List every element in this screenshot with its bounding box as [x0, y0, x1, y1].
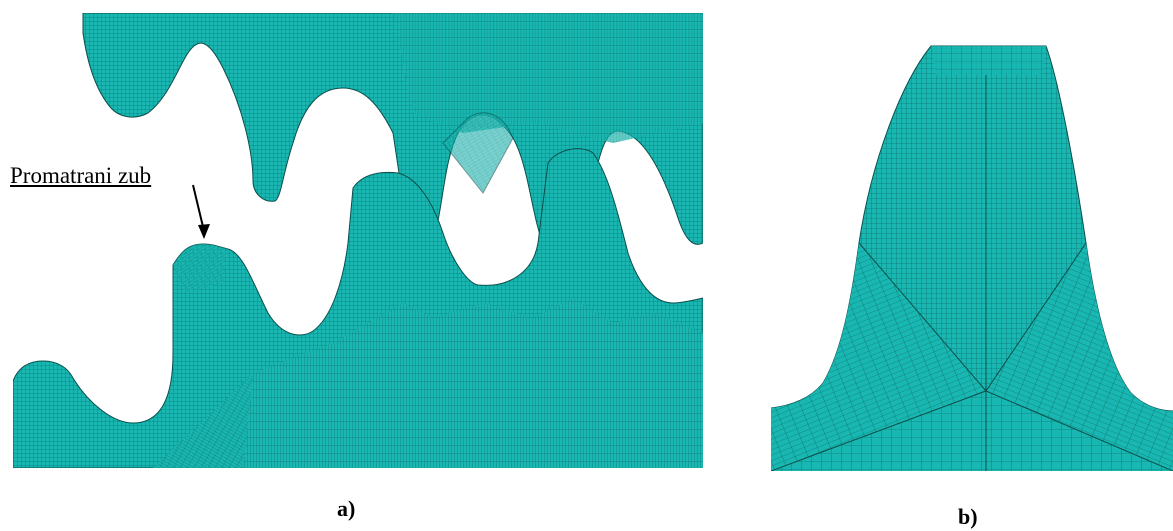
- annotation-arrow: [192, 184, 210, 239]
- gear-mesh-drawing: [13, 13, 703, 468]
- mesh-partition-lines: [771, 75, 1173, 471]
- gear-mesh-panel-a: [13, 13, 703, 468]
- lower-gear-hub-left: [153, 373, 253, 468]
- tooth-base-region: [771, 391, 1173, 471]
- panel-a-caption: a): [337, 496, 356, 521]
- tooth-mesh-panel-b: [771, 13, 1173, 471]
- annotation-label: Promatrani zub: [10, 163, 152, 188]
- root-fillet-left: [771, 243, 986, 471]
- lower-gear: [13, 148, 703, 468]
- tooth-tip-band: [931, 46, 1046, 75]
- root-fillet-right: [986, 243, 1173, 471]
- observed-tooth: [173, 243, 228, 293]
- lower-gear-hub-region: [243, 298, 703, 468]
- upper-gear-hub-region: [393, 13, 703, 143]
- tooth-mesh-drawing: [771, 45, 1173, 471]
- upper-tooth-tip: [442, 112, 514, 194]
- panel-b-caption: b): [958, 504, 978, 529]
